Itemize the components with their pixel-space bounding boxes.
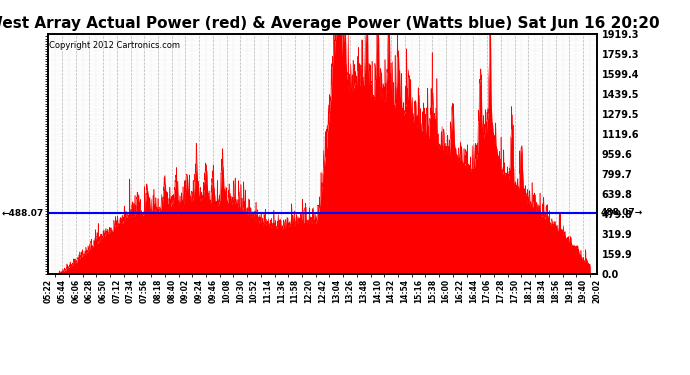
Text: 488.07→: 488.07→ [601, 208, 643, 217]
Title: West Array Actual Power (red) & Average Power (Watts blue) Sat Jun 16 20:20: West Array Actual Power (red) & Average … [0, 16, 660, 31]
Text: Copyright 2012 Cartronics.com: Copyright 2012 Cartronics.com [50, 41, 180, 50]
